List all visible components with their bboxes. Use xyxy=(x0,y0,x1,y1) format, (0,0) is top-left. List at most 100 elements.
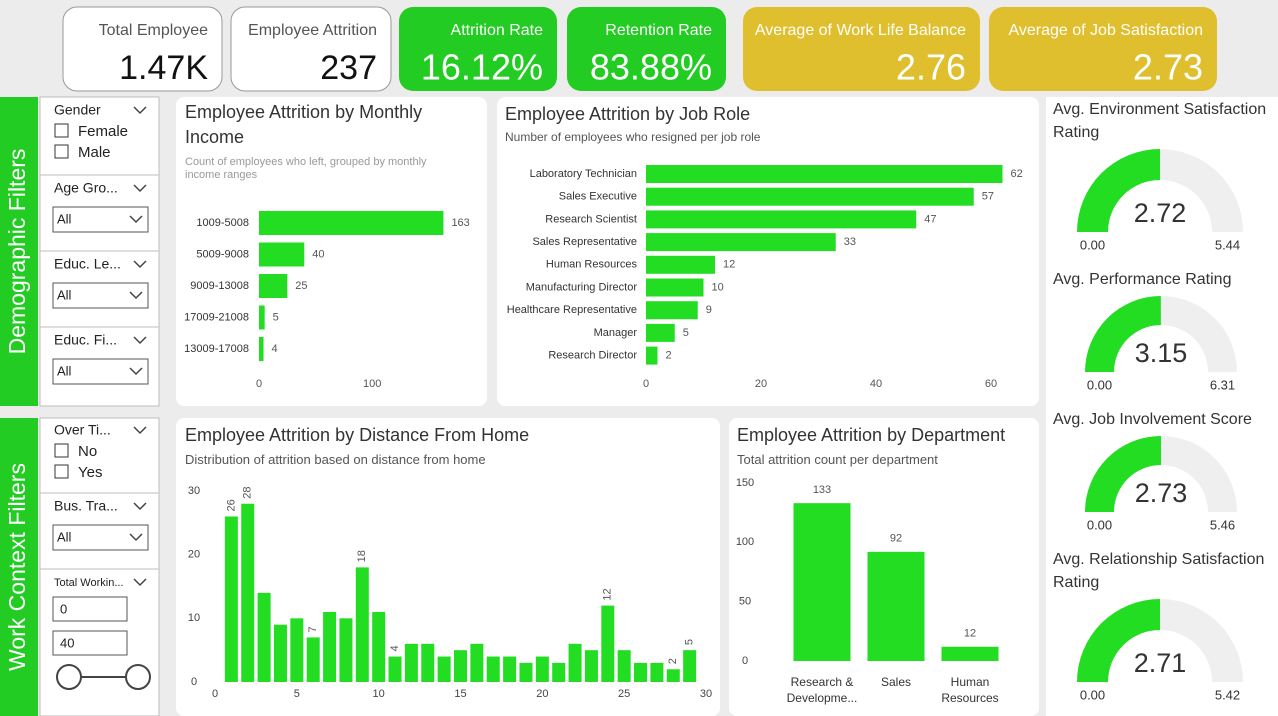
gauge-title: Avg. Environment Satisfaction Rating xyxy=(1053,101,1267,141)
chart-subtitle-box: Number of employees who resigned per job… xyxy=(505,130,761,144)
chart-title-box: Employee Attrition by Department xyxy=(737,425,1005,445)
bar xyxy=(470,643,484,682)
bar xyxy=(454,650,467,682)
bar xyxy=(257,592,271,682)
kpi-value: 237 xyxy=(320,49,377,87)
bar xyxy=(259,274,288,298)
chart-title: Employee Attrition by Monthly Income xyxy=(185,102,423,147)
dropdown[interactable] xyxy=(52,206,149,233)
data-label: 4 xyxy=(389,645,401,651)
x-tick-label: 15 xyxy=(454,688,466,700)
bar xyxy=(646,278,704,297)
data-label: 7 xyxy=(307,626,319,632)
data-label: 57 xyxy=(982,191,994,203)
chart-subtitle-box: Count of employees who left, grouped by … xyxy=(185,156,427,181)
kpi-label: Employee Attrition xyxy=(248,22,377,39)
kpi-label: Attrition Rate xyxy=(451,22,544,39)
data-label: 4 xyxy=(272,343,278,355)
category-label: Sales Executive xyxy=(559,191,637,203)
kpi-card xyxy=(230,6,392,92)
dropdown[interactable] xyxy=(52,524,149,551)
gauge-min-label: 0.00 xyxy=(1080,687,1105,702)
range-input-value: 0 xyxy=(60,601,67,616)
x-tick-label: 0 xyxy=(212,688,218,700)
chart-title: Employee Attrition by Job Role xyxy=(505,104,751,124)
data-label: 5 xyxy=(684,639,696,645)
bar xyxy=(306,637,320,682)
bar xyxy=(259,337,264,361)
x-tick-label: 0 xyxy=(643,378,649,390)
bar xyxy=(241,503,255,682)
category-label: Research Scientist xyxy=(545,213,637,225)
category-label: Research Director xyxy=(548,350,637,362)
category-label-box: Sales xyxy=(881,675,911,689)
kpi-value: 2.73 xyxy=(1133,47,1203,88)
gauge-title-box: Avg. Job Involvement Score xyxy=(1053,411,1252,428)
x-tick-label: 25 xyxy=(618,688,630,700)
chevron-icon xyxy=(133,578,147,587)
category-label: Manufacturing Director xyxy=(526,281,638,293)
checkbox[interactable] xyxy=(54,443,69,458)
category-label: 1009-5008 xyxy=(196,217,249,229)
dropdown[interactable] xyxy=(52,358,149,385)
checkbox[interactable] xyxy=(54,123,69,138)
slicer-label: Total Workin... xyxy=(54,577,124,589)
kpi-label: Average of Job Satisfaction xyxy=(1009,22,1204,39)
checkbox-label: Female xyxy=(78,123,128,140)
checkbox-label: No xyxy=(78,443,97,460)
kpi-card xyxy=(989,7,1217,91)
y-tick-label: 50 xyxy=(739,596,751,608)
category-label: Human Resources xyxy=(941,675,999,705)
bar xyxy=(388,656,402,682)
panel xyxy=(176,97,487,406)
gauge-min-label: 0.00 xyxy=(1087,517,1112,532)
chart-subtitle: Number of employees who resigned per job… xyxy=(505,130,761,144)
slider-handle[interactable] xyxy=(56,664,82,690)
checkbox-label: Yes xyxy=(78,464,102,481)
gauge-max-label: 6.31 xyxy=(1210,377,1235,392)
kpi-label: Average of Work Life Balance xyxy=(755,22,966,39)
slicer-label: Educ. Le... xyxy=(54,256,121,272)
slicer-label: Age Gro... xyxy=(54,180,118,196)
data-label: 25 xyxy=(295,280,307,292)
slider-handle[interactable] xyxy=(125,664,151,690)
chevron-icon xyxy=(133,184,147,193)
gauge-max-label: 5.46 xyxy=(1210,517,1235,532)
kpi-card xyxy=(399,7,557,91)
kpi-card xyxy=(567,7,726,91)
chevron-icon xyxy=(129,367,143,376)
data-label: 33 xyxy=(844,236,856,248)
y-tick-label: 150 xyxy=(736,477,754,489)
chevron-icon xyxy=(129,291,143,300)
dropdown[interactable] xyxy=(52,282,149,309)
data-label: 12 xyxy=(723,259,735,271)
category-label: Healthcare Representative xyxy=(507,304,637,316)
kpi-label: Total Employee xyxy=(99,22,208,39)
chevron-icon xyxy=(129,533,143,542)
bar xyxy=(552,662,566,682)
bar xyxy=(666,669,680,682)
gauge-value-arc xyxy=(1085,296,1161,372)
chart-title-box: Employee Attrition by Job Role xyxy=(505,104,751,124)
checkbox[interactable] xyxy=(54,464,69,479)
category-label-box: Human Resources xyxy=(941,675,999,705)
kpi-value: 2.76 xyxy=(896,47,966,88)
data-label: 18 xyxy=(356,550,368,562)
range-input[interactable] xyxy=(52,630,128,656)
category-label: 9009-13008 xyxy=(190,280,249,292)
bar xyxy=(259,211,444,235)
bar xyxy=(259,242,305,267)
gauge-value-arc xyxy=(1077,149,1160,232)
bar xyxy=(646,323,675,342)
bar xyxy=(646,255,715,274)
x-tick-label: 20 xyxy=(536,688,548,700)
x-tick-label: 30 xyxy=(700,688,712,700)
slicer-label: Educ. Fi... xyxy=(54,332,117,348)
gauge-min-label: 0.00 xyxy=(1087,377,1112,392)
chart-title-box: Employee Attrition by Distance From Home xyxy=(185,425,529,445)
bar xyxy=(646,210,917,229)
gauge-value-arc xyxy=(1077,599,1160,682)
checkbox[interactable] xyxy=(54,144,69,159)
range-input[interactable] xyxy=(52,596,128,622)
bar xyxy=(224,516,238,682)
